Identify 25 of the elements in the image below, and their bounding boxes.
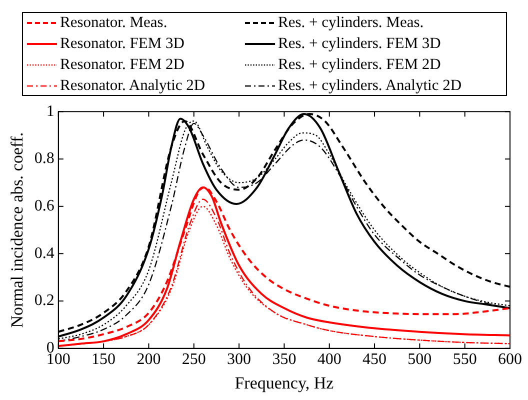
x-tick-label: 600 <box>498 351 522 368</box>
x-tick-label: 500 <box>408 351 432 368</box>
legend-label: Res. + cylinders. FEM 3D <box>278 34 441 52</box>
y-tick-label: 0.2 <box>34 292 54 310</box>
y-tick-label: 1 <box>46 102 54 120</box>
legend-label: Resonator. FEM 2D <box>60 56 184 74</box>
y-axis-title: Normal incidence abs. coeff. <box>8 132 27 328</box>
legend-label: Resonator. Meas. <box>60 14 168 32</box>
x-tick-label: 250 <box>182 351 206 368</box>
y-tick-label: 0.4 <box>34 244 54 262</box>
x-tick-label: 150 <box>92 351 116 368</box>
legend-label: Resonator. Analytic 2D <box>60 76 206 94</box>
x-axis-title: Frequency, Hz <box>234 373 334 392</box>
legend-label: Res. + cylinders. FEM 2D <box>278 56 441 74</box>
legend-label: Resonator. FEM 3D <box>60 34 184 52</box>
x-tick-label: 550 <box>452 351 477 368</box>
y-tick-label: 0.6 <box>34 198 54 215</box>
legend-label: Res. + cylinders. Meas. <box>278 14 424 32</box>
legend-label: Res. + cylinders. Analytic 2D <box>278 76 462 94</box>
x-tick-label: 350 <box>272 351 296 368</box>
x-tick-label: 450 <box>362 351 387 368</box>
x-tick-label: 200 <box>136 351 161 368</box>
x-tick-label: 300 <box>227 351 252 368</box>
x-tick-label: 400 <box>317 351 342 368</box>
y-tick-label: 0.8 <box>34 150 54 168</box>
